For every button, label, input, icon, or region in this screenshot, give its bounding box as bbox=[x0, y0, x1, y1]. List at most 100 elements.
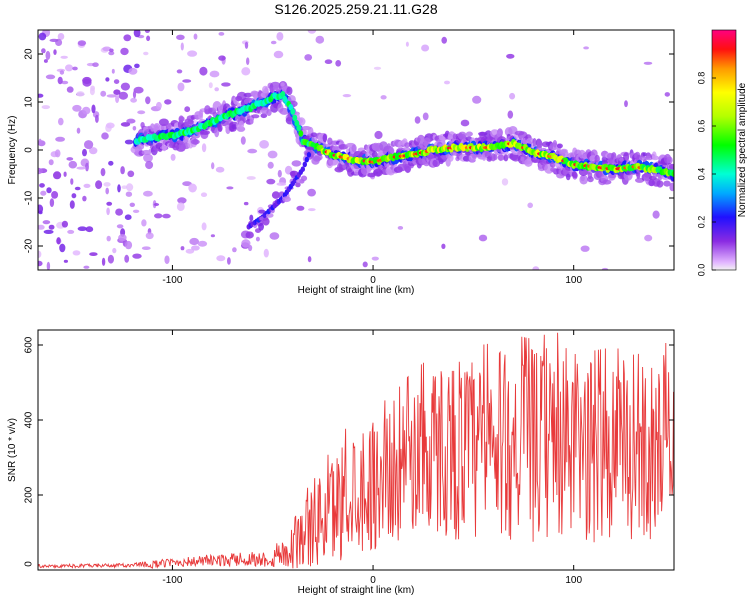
colorbar-tick-label: 0.4 bbox=[696, 168, 706, 181]
spectrogram-noise-blob bbox=[57, 76, 63, 85]
spectrogram-noise-blob bbox=[232, 247, 237, 253]
snr-xtick-label: -100 bbox=[162, 575, 182, 586]
spectrogram-noise-blob bbox=[664, 92, 670, 97]
spectrogram-branch-halo bbox=[305, 146, 315, 151]
spectrogram-halo bbox=[560, 148, 568, 153]
spectrogram-halo bbox=[178, 115, 184, 123]
spectrogram-noise-blob bbox=[72, 66, 78, 71]
spectrogram-noise-blob bbox=[291, 160, 302, 167]
spectrogram-noise-blob bbox=[76, 91, 85, 97]
spectrogram-noise-blob bbox=[108, 51, 115, 56]
spectrogram-noise-blob bbox=[180, 246, 185, 251]
spectrogram-noise-blob bbox=[43, 229, 54, 234]
spectrogram-noise-blob bbox=[38, 250, 42, 258]
spectrogram-xtick-label: 0 bbox=[370, 275, 376, 286]
spectrogram-halo bbox=[573, 172, 578, 179]
spectrogram-halo bbox=[669, 182, 674, 192]
spectrogram-noise-blob bbox=[472, 95, 482, 104]
spectrogram-halo bbox=[602, 179, 612, 185]
spectrogram-noise-blob bbox=[100, 168, 106, 177]
spectrogram-noise-blob bbox=[69, 200, 75, 209]
spectrogram-noise-blob bbox=[208, 82, 213, 89]
spectrogram-noise-blob bbox=[125, 191, 133, 197]
spectrogram-noise-blob bbox=[154, 213, 163, 219]
colorbar-tick-label: 0.6 bbox=[696, 120, 706, 133]
spectrogram-noise-blob bbox=[527, 202, 533, 209]
spectrogram-halo bbox=[503, 154, 509, 162]
spectrogram-halo bbox=[497, 154, 505, 161]
spectrogram-noise-blob bbox=[53, 171, 62, 180]
spectrogram-noise-blob bbox=[126, 183, 134, 192]
spectrogram-noise-blob bbox=[191, 245, 200, 251]
figure-title: S126.2025.259.21.11.G28 bbox=[274, 1, 437, 17]
spectrogram-halo bbox=[448, 154, 454, 162]
spectrogram-noise-blob bbox=[126, 118, 136, 124]
spectrogram-noise-blob bbox=[162, 213, 171, 219]
spectrogram-noise-blob bbox=[141, 246, 151, 250]
spectrogram-noise-blob bbox=[66, 157, 74, 161]
spectrogram-noise-blob bbox=[214, 87, 219, 92]
spectrogram-noise-blob bbox=[63, 171, 67, 177]
spectrogram-noise-blob bbox=[197, 240, 208, 247]
spectrogram-halo bbox=[666, 156, 673, 164]
snr-ytick-label: 0 bbox=[24, 561, 35, 567]
spectrogram-noise-blob bbox=[643, 61, 653, 65]
spectrogram-noise-blob bbox=[380, 95, 387, 100]
spectrogram-noise-blob bbox=[247, 148, 258, 154]
spectrogram-ytick-label: 0 bbox=[24, 147, 35, 153]
spectrogram-halo bbox=[623, 152, 630, 163]
spectrogram-halo bbox=[608, 174, 617, 179]
spectrogram-noise-blob bbox=[133, 30, 141, 38]
spectrogram-noise-blob bbox=[65, 64, 73, 72]
spectrogram-noise-blob bbox=[164, 99, 172, 105]
spectrogram-noise-blob bbox=[209, 70, 220, 78]
spectrogram-halo bbox=[198, 109, 204, 118]
spectrogram-branch-halo bbox=[262, 217, 270, 226]
spectrogram-noise-blob bbox=[61, 80, 69, 85]
spectrogram-noise-blob bbox=[83, 183, 91, 188]
spectrogram-noise-blob bbox=[77, 226, 88, 231]
spectrogram-noise-blob bbox=[38, 167, 43, 175]
spectrogram-noise-blob bbox=[55, 136, 65, 142]
snr-frame bbox=[37, 329, 675, 571]
spectrogram-branch bbox=[304, 156, 309, 163]
spectrogram-halo bbox=[266, 109, 272, 116]
spectrogram-noise-blob bbox=[42, 220, 51, 225]
spectrogram-noise-blob bbox=[115, 208, 123, 216]
spectrogram-noise-blob bbox=[246, 176, 256, 180]
spectrogram-ytick-label: 10 bbox=[24, 96, 35, 108]
spectrogram-noise-blob bbox=[176, 34, 185, 40]
spectrogram-noise-blob bbox=[120, 166, 125, 175]
spectrogram-noise-blob bbox=[113, 79, 120, 84]
spectrogram-noise-blob bbox=[185, 248, 195, 254]
spectrogram-noise-blob bbox=[241, 239, 251, 248]
spectrogram-noise-blob bbox=[176, 69, 183, 74]
spectrogram-noise-blob bbox=[180, 42, 184, 51]
spectrogram-noise-blob bbox=[48, 159, 54, 166]
colorbar: 0.0 0.2 0.4 0.6 0.8 Normalized spectral ampl… bbox=[696, 29, 748, 276]
spectrogram-noise-blob bbox=[120, 82, 130, 91]
spectrogram-noise-blob bbox=[137, 110, 146, 115]
spectrogram-branch-halo bbox=[265, 213, 274, 218]
spectrogram-halo bbox=[243, 92, 253, 98]
spectrogram-halo bbox=[668, 163, 674, 170]
spectrogram-noise-blob bbox=[102, 46, 112, 52]
spectrogram-noise-blob bbox=[43, 59, 48, 63]
spectrogram-noise-blob bbox=[116, 224, 124, 229]
snr-ytick-label: 600 bbox=[24, 336, 35, 353]
spectrogram-noise-blob bbox=[66, 86, 74, 93]
spectrogram-noise-blob bbox=[38, 224, 45, 230]
spectrogram-ytick-label: 20 bbox=[24, 48, 35, 60]
spectrogram-noise-blob bbox=[335, 60, 342, 67]
spectrogram-xtick-label: 100 bbox=[565, 275, 582, 286]
spectrogram-noise-blob bbox=[405, 41, 409, 47]
spectrogram-noise-blob bbox=[177, 82, 185, 92]
spectrogram-noise-blob bbox=[74, 186, 81, 191]
spectrogram-noise-blob bbox=[276, 182, 287, 186]
spectrogram-noise-blob bbox=[76, 166, 86, 170]
spectrogram-noise-blob bbox=[112, 247, 117, 254]
spectrogram-noise-blob bbox=[507, 110, 514, 119]
spectrogram-noise-blob bbox=[95, 180, 103, 190]
spectrogram-noise-blob bbox=[153, 203, 160, 206]
snr-xlabel: Height of straight line (km) bbox=[298, 585, 415, 596]
